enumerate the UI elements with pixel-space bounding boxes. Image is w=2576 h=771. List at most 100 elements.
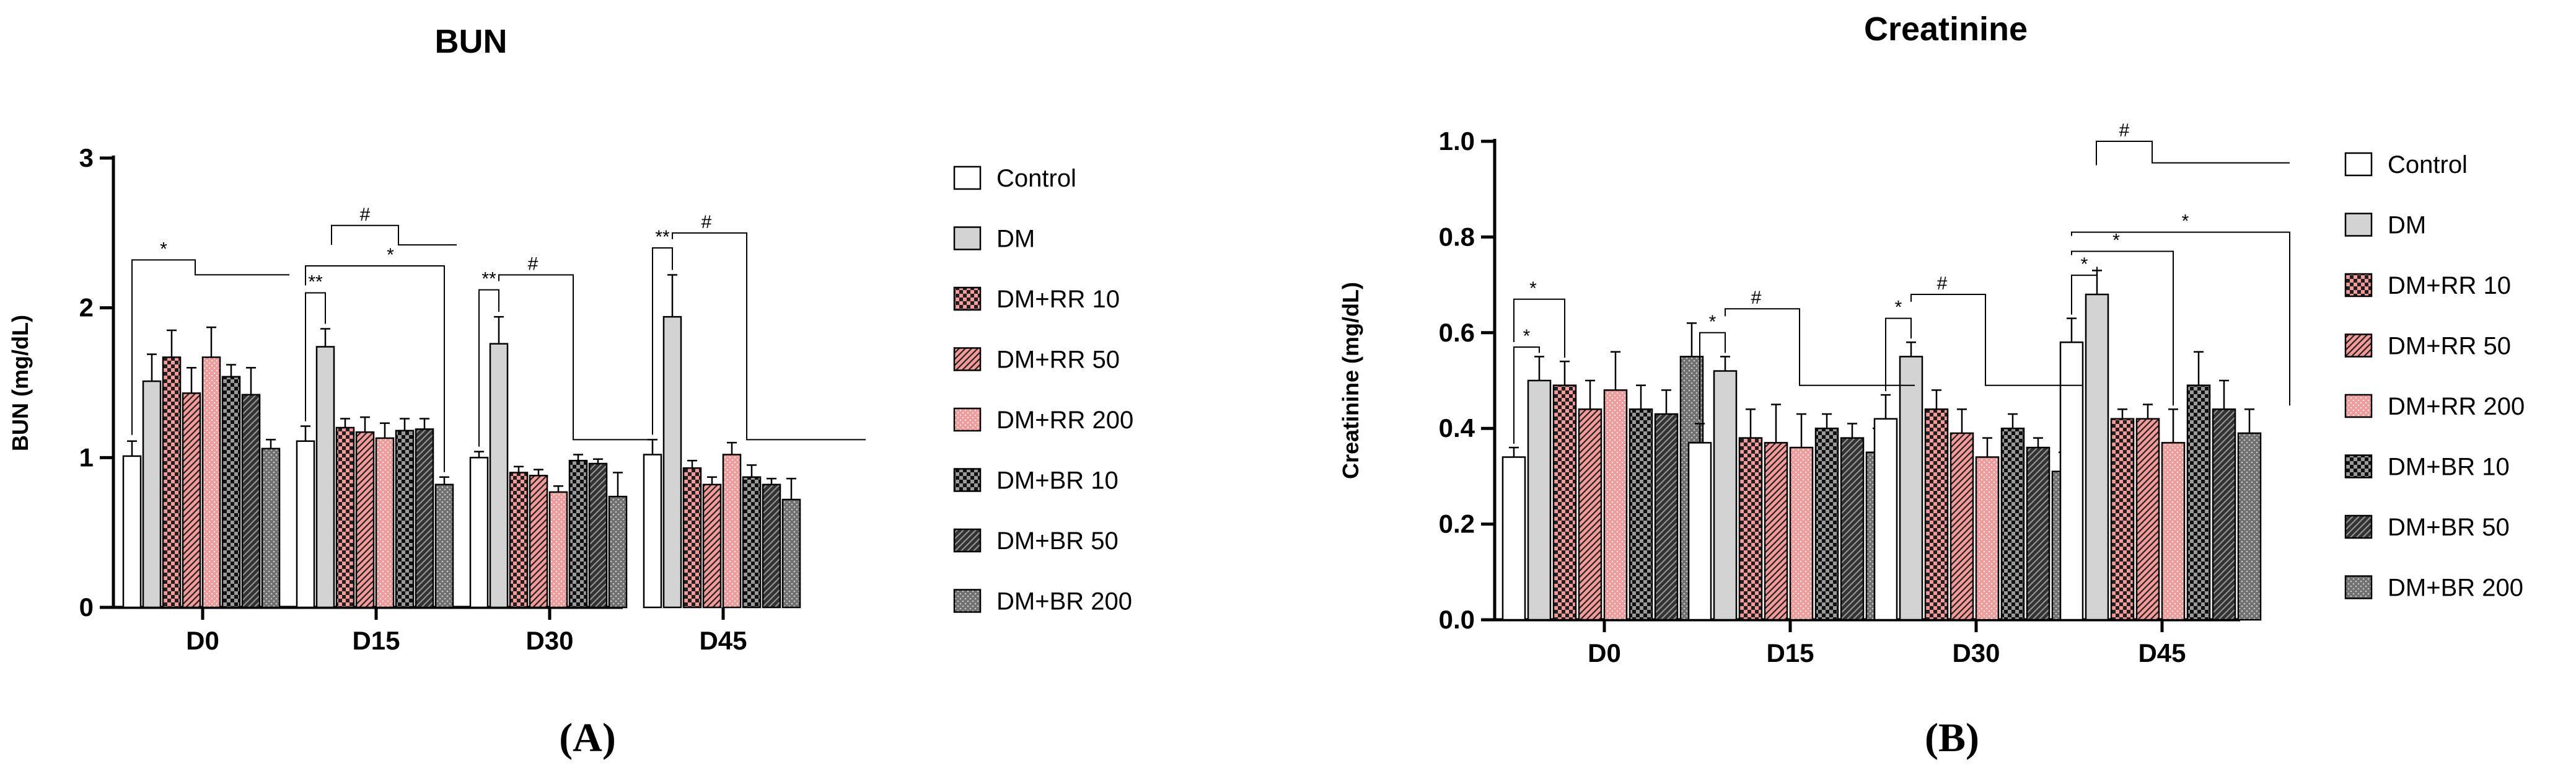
x-tick-label: D15: [352, 626, 400, 655]
legend-swatch-control: [953, 165, 982, 190]
significance-label: *: [2112, 231, 2120, 251]
x-tick-label: D45: [2138, 638, 2186, 667]
bar-d45-dm-rr-10: [682, 467, 702, 609]
bar-d15-dm-rr-200: [375, 437, 395, 609]
bar-d15-dm: [315, 346, 335, 609]
significance-label: *: [1895, 297, 1902, 318]
bar-d45-dm-br-50: [762, 483, 781, 609]
bar-d45-dm-br-200: [781, 498, 801, 609]
significance-label: #: [701, 212, 712, 232]
bar-d45-dm: [662, 315, 682, 609]
bar-d30-control: [1873, 418, 1898, 621]
significance-label: #: [528, 254, 538, 275]
legend-label-dm-rr-50: DM+RR 50: [996, 346, 1120, 374]
significance-bracket: [2096, 141, 2290, 165]
significance-label: #: [2119, 120, 2130, 141]
bar-d45-dm-rr-50: [702, 483, 722, 609]
significance-label: *: [2081, 254, 2088, 275]
significance-bracket: [1513, 346, 1540, 444]
bar-d0-dm-rr-10: [162, 356, 182, 609]
significance-label: *: [1709, 312, 1717, 332]
bar-d0-control: [1501, 456, 1526, 621]
legend-label-dm-rr-200: DM+RR 200: [2388, 393, 2525, 420]
bar-d45-dm-br-50: [2212, 408, 2236, 621]
bar-d30-dm-rr-200: [1975, 456, 2000, 621]
significance-label: #: [1937, 273, 1948, 294]
chart-title: Creatinine: [1864, 11, 2028, 48]
bar-d0-dm: [1527, 379, 1552, 621]
significance-label: *: [1529, 278, 1537, 299]
legend-label-dm-br-50: DM+BR 50: [996, 527, 1119, 555]
bar-d30-dm-br-10: [568, 459, 588, 609]
legend-swatch-dm-rr-10: [2344, 273, 2373, 297]
y-axis-label: BUN (mg/dL): [7, 315, 33, 451]
y-axis-label: Creatinine (mg/dL): [1338, 282, 1363, 479]
bar-d0-dm-rr-200: [1603, 389, 1628, 621]
significance-bracket: [1513, 298, 1565, 358]
bar-d0-dm-br-200: [261, 447, 281, 609]
legend-swatch-control: [2344, 152, 2373, 177]
bar-d45-dm-br-10: [742, 476, 762, 609]
legend-swatch-dm-br-10: [953, 468, 982, 492]
legend-swatch-dm-br-200: [2344, 575, 2373, 599]
legend-swatch-dm-rr-50: [953, 347, 982, 371]
bar-d45-dm-rr-10: [2110, 418, 2135, 621]
significance-bracket: [1725, 308, 1915, 386]
significance-bracket: [305, 265, 445, 472]
bar-d30-dm-br-50: [588, 462, 608, 609]
y-tick-label: 0.2: [1439, 509, 1475, 539]
bar-d45-dm: [2085, 293, 2109, 621]
bar-d45-dm-rr-200: [2161, 442, 2186, 621]
y-tick-label: 1: [79, 443, 94, 472]
bar-d30-dm-rr-10: [509, 472, 529, 609]
legend-label-dm-br-50: DM+BR 50: [2388, 514, 2510, 541]
legend-swatch-dm-br-200: [953, 589, 982, 613]
bar-d15-control: [296, 440, 315, 609]
significance-label: **: [655, 227, 670, 247]
significance-bracket: [672, 232, 866, 441]
legend-swatch-dm-rr-50: [2344, 333, 2373, 358]
bar-d45-dm-rr-50: [2135, 418, 2160, 621]
bar-d30-control: [469, 457, 489, 609]
bar-d45-control: [643, 454, 662, 609]
y-tick-label: 1.0: [1439, 126, 1475, 156]
legend-label-dm: DM: [2388, 212, 2426, 239]
y-tick-label: 3: [79, 143, 94, 172]
bar-d0-dm-br-10: [1629, 408, 1653, 621]
y-tick-label: 0.8: [1439, 222, 1475, 251]
significance-label: **: [481, 269, 496, 289]
x-tick-label: D15: [1766, 638, 1814, 667]
bar-d0-control: [122, 455, 142, 609]
bar-d15-dm: [1713, 370, 1738, 621]
bar-d30-dm-rr-50: [1950, 432, 1974, 621]
bar-d15-dm-rr-50: [355, 431, 375, 609]
bar-d0-dm-rr-200: [201, 356, 221, 609]
significance-bracket: [331, 224, 457, 246]
bar-d15-dm-rr-10: [1738, 437, 1763, 621]
bar-d45-dm-br-200: [2237, 432, 2262, 621]
panel-label: (B): [1925, 715, 1979, 760]
bar-d0-dm-br-50: [241, 394, 261, 609]
legend-label-control: Control: [2388, 151, 2468, 178]
legend-label-dm-br-200: DM+BR 200: [2388, 575, 2523, 602]
significance-label: *: [1523, 326, 1531, 346]
y-tick-label: 0.4: [1439, 413, 1475, 443]
bar-d0-dm-rr-50: [1578, 408, 1602, 621]
bar-d30-dm-rr-50: [529, 475, 548, 609]
x-tick-label: D0: [186, 626, 219, 655]
significance-bracket: [2071, 250, 2174, 406]
legend-swatch-dm: [2344, 213, 2373, 237]
legend-label-dm-br-10: DM+BR 10: [2388, 454, 2510, 481]
bar-d15-dm-rr-200: [1789, 446, 1814, 621]
bar-d45-dm-rr-200: [722, 454, 742, 609]
bar-d15-dm-br-50: [415, 428, 434, 609]
legend-label-dm-rr-10: DM+RR 10: [2388, 272, 2511, 299]
significance-bracket: [1699, 332, 1726, 420]
bar-d0-dm-rr-50: [182, 392, 201, 609]
bar-d30-dm-rr-200: [548, 491, 568, 609]
legend-label-dm-br-10: DM+BR 10: [996, 467, 1119, 495]
bar-d30-dm: [489, 343, 509, 609]
significance-bracket: [478, 289, 499, 447]
bar-d15-dm-br-200: [434, 483, 454, 609]
